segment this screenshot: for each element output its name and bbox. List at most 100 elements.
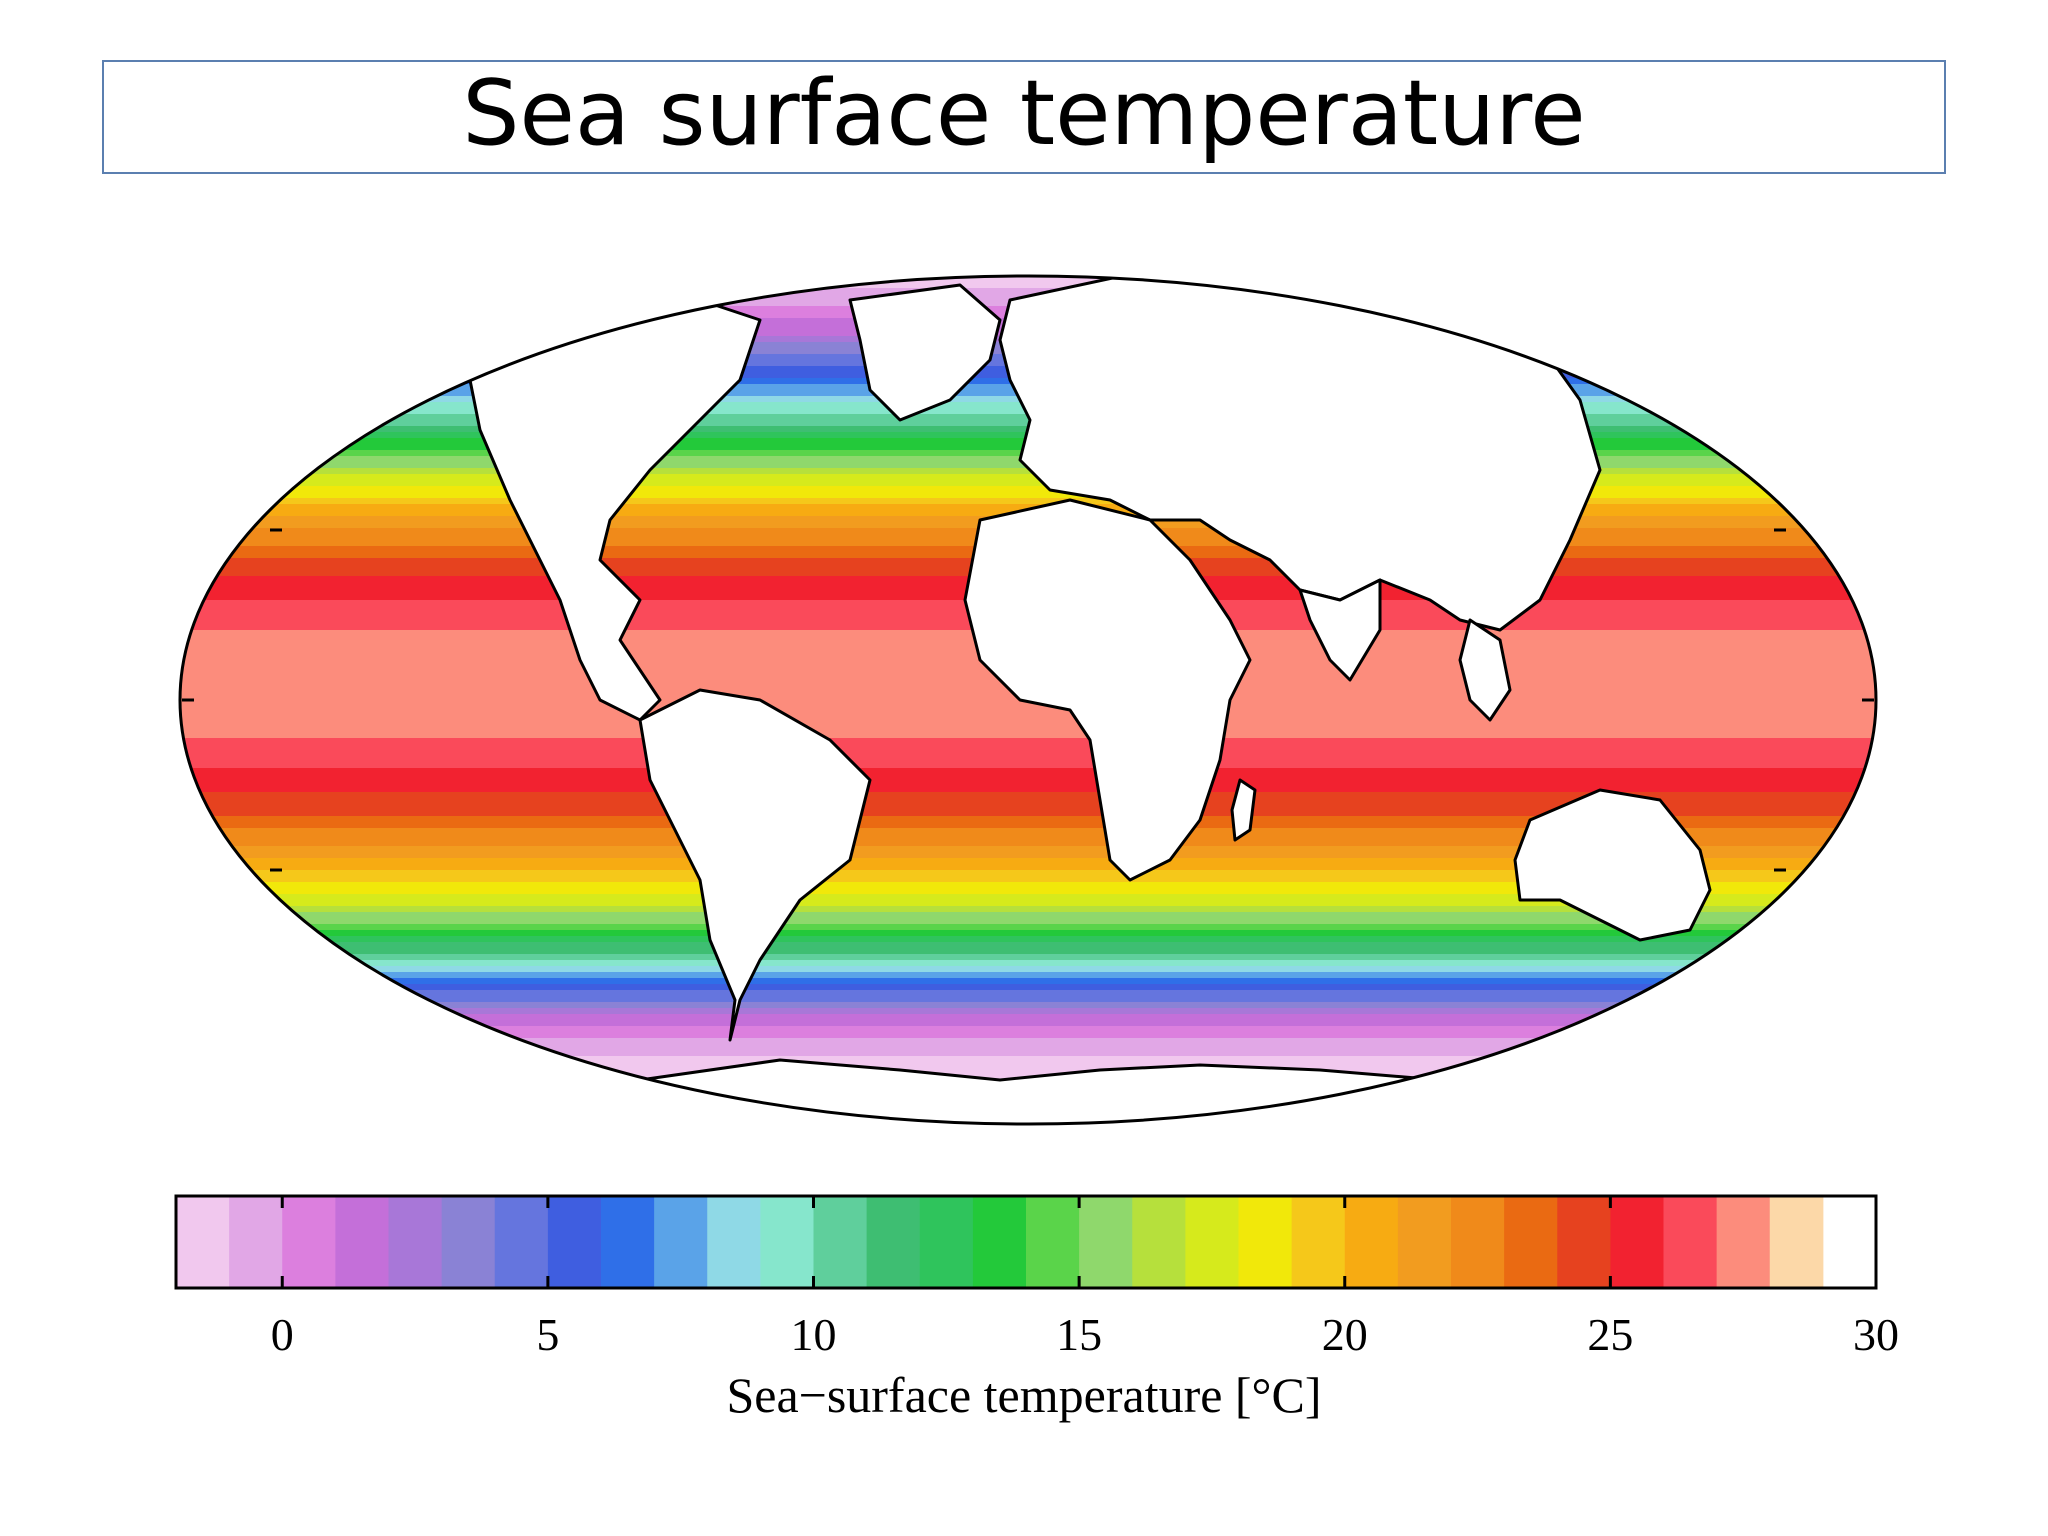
sst-band — [180, 954, 1876, 961]
colorbar-cell — [1291, 1196, 1346, 1288]
colorbar-cell — [388, 1196, 443, 1288]
greenland-land — [848, 283, 1002, 422]
sst-band — [180, 828, 1876, 835]
madagascar-land — [1230, 778, 1257, 842]
colorbar-cell — [1610, 1196, 1664, 1288]
sst-band — [180, 744, 1876, 751]
colorbar-tick-label: 10 — [790, 1309, 837, 1360]
colorbar-cell — [813, 1196, 868, 1288]
sst-band — [180, 738, 1876, 745]
sst-band — [180, 816, 1876, 823]
colorbar-cell — [176, 1196, 230, 1288]
colorbar-tick-label: 30 — [1853, 1309, 1899, 1360]
sst-band — [180, 834, 1876, 841]
colorbar-cell — [547, 1196, 602, 1288]
globe-outline — [178, 274, 1878, 1126]
sst-band — [180, 990, 1876, 997]
sst-band — [180, 480, 1876, 487]
colorbar-tick-label: 5 — [536, 1309, 560, 1360]
sst-band — [180, 984, 1876, 991]
title-box: Sea surface temperature — [102, 60, 1946, 174]
sst-band — [180, 798, 1876, 805]
colorbar-frame — [174, 1194, 1878, 1290]
sst-band — [180, 720, 1876, 727]
sst-band — [180, 858, 1876, 865]
colorbar-label: Sea−surface temperature [°C] — [726, 1367, 1322, 1423]
latitude-ticks — [182, 528, 1874, 872]
colorbar-cell — [1716, 1196, 1771, 1288]
sst-band — [180, 1056, 1876, 1063]
colorbar-cell — [760, 1196, 814, 1288]
sst-band — [180, 498, 1876, 505]
colorbar-cell — [335, 1196, 389, 1288]
colorbar-cell — [1769, 1196, 1824, 1288]
sst-band — [180, 852, 1876, 859]
sst-band — [180, 708, 1876, 715]
sst-band — [180, 774, 1876, 781]
colorbar-cell — [1663, 1196, 1718, 1288]
colorbar-cell — [601, 1196, 655, 1288]
sst-band — [180, 726, 1876, 733]
colorbar-tick-label: 25 — [1587, 1309, 1634, 1360]
africa-land — [963, 498, 1252, 882]
colorbar-tick-label: 20 — [1321, 1309, 1368, 1360]
colorbar-cell — [1344, 1196, 1399, 1288]
sst-band — [180, 822, 1876, 829]
colorbar-cell — [866, 1196, 921, 1288]
sst-band — [180, 780, 1876, 787]
sst-band — [180, 504, 1876, 511]
sst-band — [180, 762, 1876, 769]
colorbar-cell — [441, 1196, 496, 1288]
sst-band — [180, 894, 1876, 901]
sst-band — [180, 768, 1876, 775]
sst-band — [180, 930, 1876, 937]
colorbar-cell — [1451, 1196, 1505, 1288]
sst-band — [180, 468, 1876, 475]
sst-band — [180, 792, 1876, 799]
sst-band — [180, 1062, 1876, 1069]
colorbar-cells — [176, 1196, 1824, 1288]
sst-band — [180, 288, 1876, 295]
sst-band — [180, 1020, 1876, 1027]
sst-band — [180, 732, 1876, 739]
colorbar-cell — [707, 1196, 761, 1288]
sst-band — [180, 912, 1876, 919]
colorbar-cell — [1132, 1196, 1186, 1288]
sst-band — [180, 906, 1876, 913]
sst-band — [180, 1002, 1876, 1009]
sst-band — [180, 864, 1876, 871]
sst-band — [180, 960, 1876, 967]
north-america-land — [468, 288, 762, 722]
colorbar-tick-label: 15 — [1056, 1309, 1103, 1360]
sst-band — [180, 840, 1876, 847]
australia-land — [1513, 788, 1712, 942]
colorbar-cell — [1238, 1196, 1293, 1288]
sst-band — [180, 276, 1876, 283]
sst-band — [180, 492, 1876, 499]
sst-band — [180, 882, 1876, 889]
sst-band — [180, 942, 1876, 949]
sst-band — [180, 1014, 1876, 1021]
colorbar-cell — [1079, 1196, 1133, 1288]
sst-band — [180, 846, 1876, 853]
sst-band — [180, 900, 1876, 907]
sst-band — [180, 1032, 1876, 1039]
sst-band — [180, 282, 1876, 289]
colorbar-cell — [1504, 1196, 1558, 1288]
colorbar-cell — [972, 1196, 1027, 1288]
india-land — [1298, 578, 1382, 682]
sst-band — [180, 888, 1876, 895]
sst-band — [180, 1050, 1876, 1057]
sst-band — [180, 486, 1876, 493]
sst-band — [180, 810, 1876, 817]
colorbar-cell — [1557, 1196, 1611, 1288]
sst-band — [180, 804, 1876, 811]
sst-band — [180, 1008, 1876, 1015]
sst-band — [180, 756, 1876, 763]
sst-band — [180, 1044, 1876, 1051]
sst-band — [180, 714, 1876, 721]
colorbar-tick-label: 0 — [270, 1309, 294, 1360]
sst-band — [180, 918, 1876, 925]
colorbar-cell — [919, 1196, 974, 1288]
